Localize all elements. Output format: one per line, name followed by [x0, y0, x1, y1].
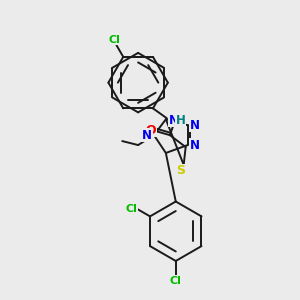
Text: H: H	[176, 114, 186, 127]
Text: N: N	[169, 114, 179, 127]
Text: O: O	[146, 124, 156, 137]
Text: N: N	[190, 139, 200, 152]
Text: S: S	[176, 164, 185, 177]
Text: Cl: Cl	[125, 204, 137, 214]
Text: N: N	[142, 129, 152, 142]
Text: Cl: Cl	[108, 35, 120, 45]
Text: N: N	[190, 119, 200, 132]
Text: Cl: Cl	[170, 276, 182, 286]
